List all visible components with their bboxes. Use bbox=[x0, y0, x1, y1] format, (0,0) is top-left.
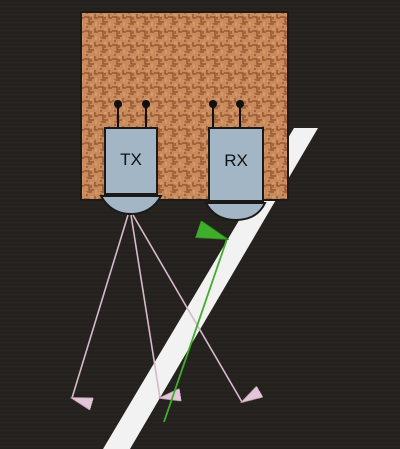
transmitter-label: TX bbox=[120, 150, 142, 169]
emitted-ray-middle bbox=[130, 214, 160, 398]
emitted-ray-left bbox=[72, 214, 129, 398]
transmitter-pins bbox=[114, 100, 150, 128]
transmitter-sensor: TX bbox=[99, 127, 163, 216]
reflected-ray bbox=[163, 239, 227, 423]
receiver-sensor: RX bbox=[204, 127, 267, 222]
emitted-ray-right bbox=[132, 214, 242, 402]
receiver-pins bbox=[209, 100, 244, 128]
receiver-label: RX bbox=[224, 151, 248, 170]
